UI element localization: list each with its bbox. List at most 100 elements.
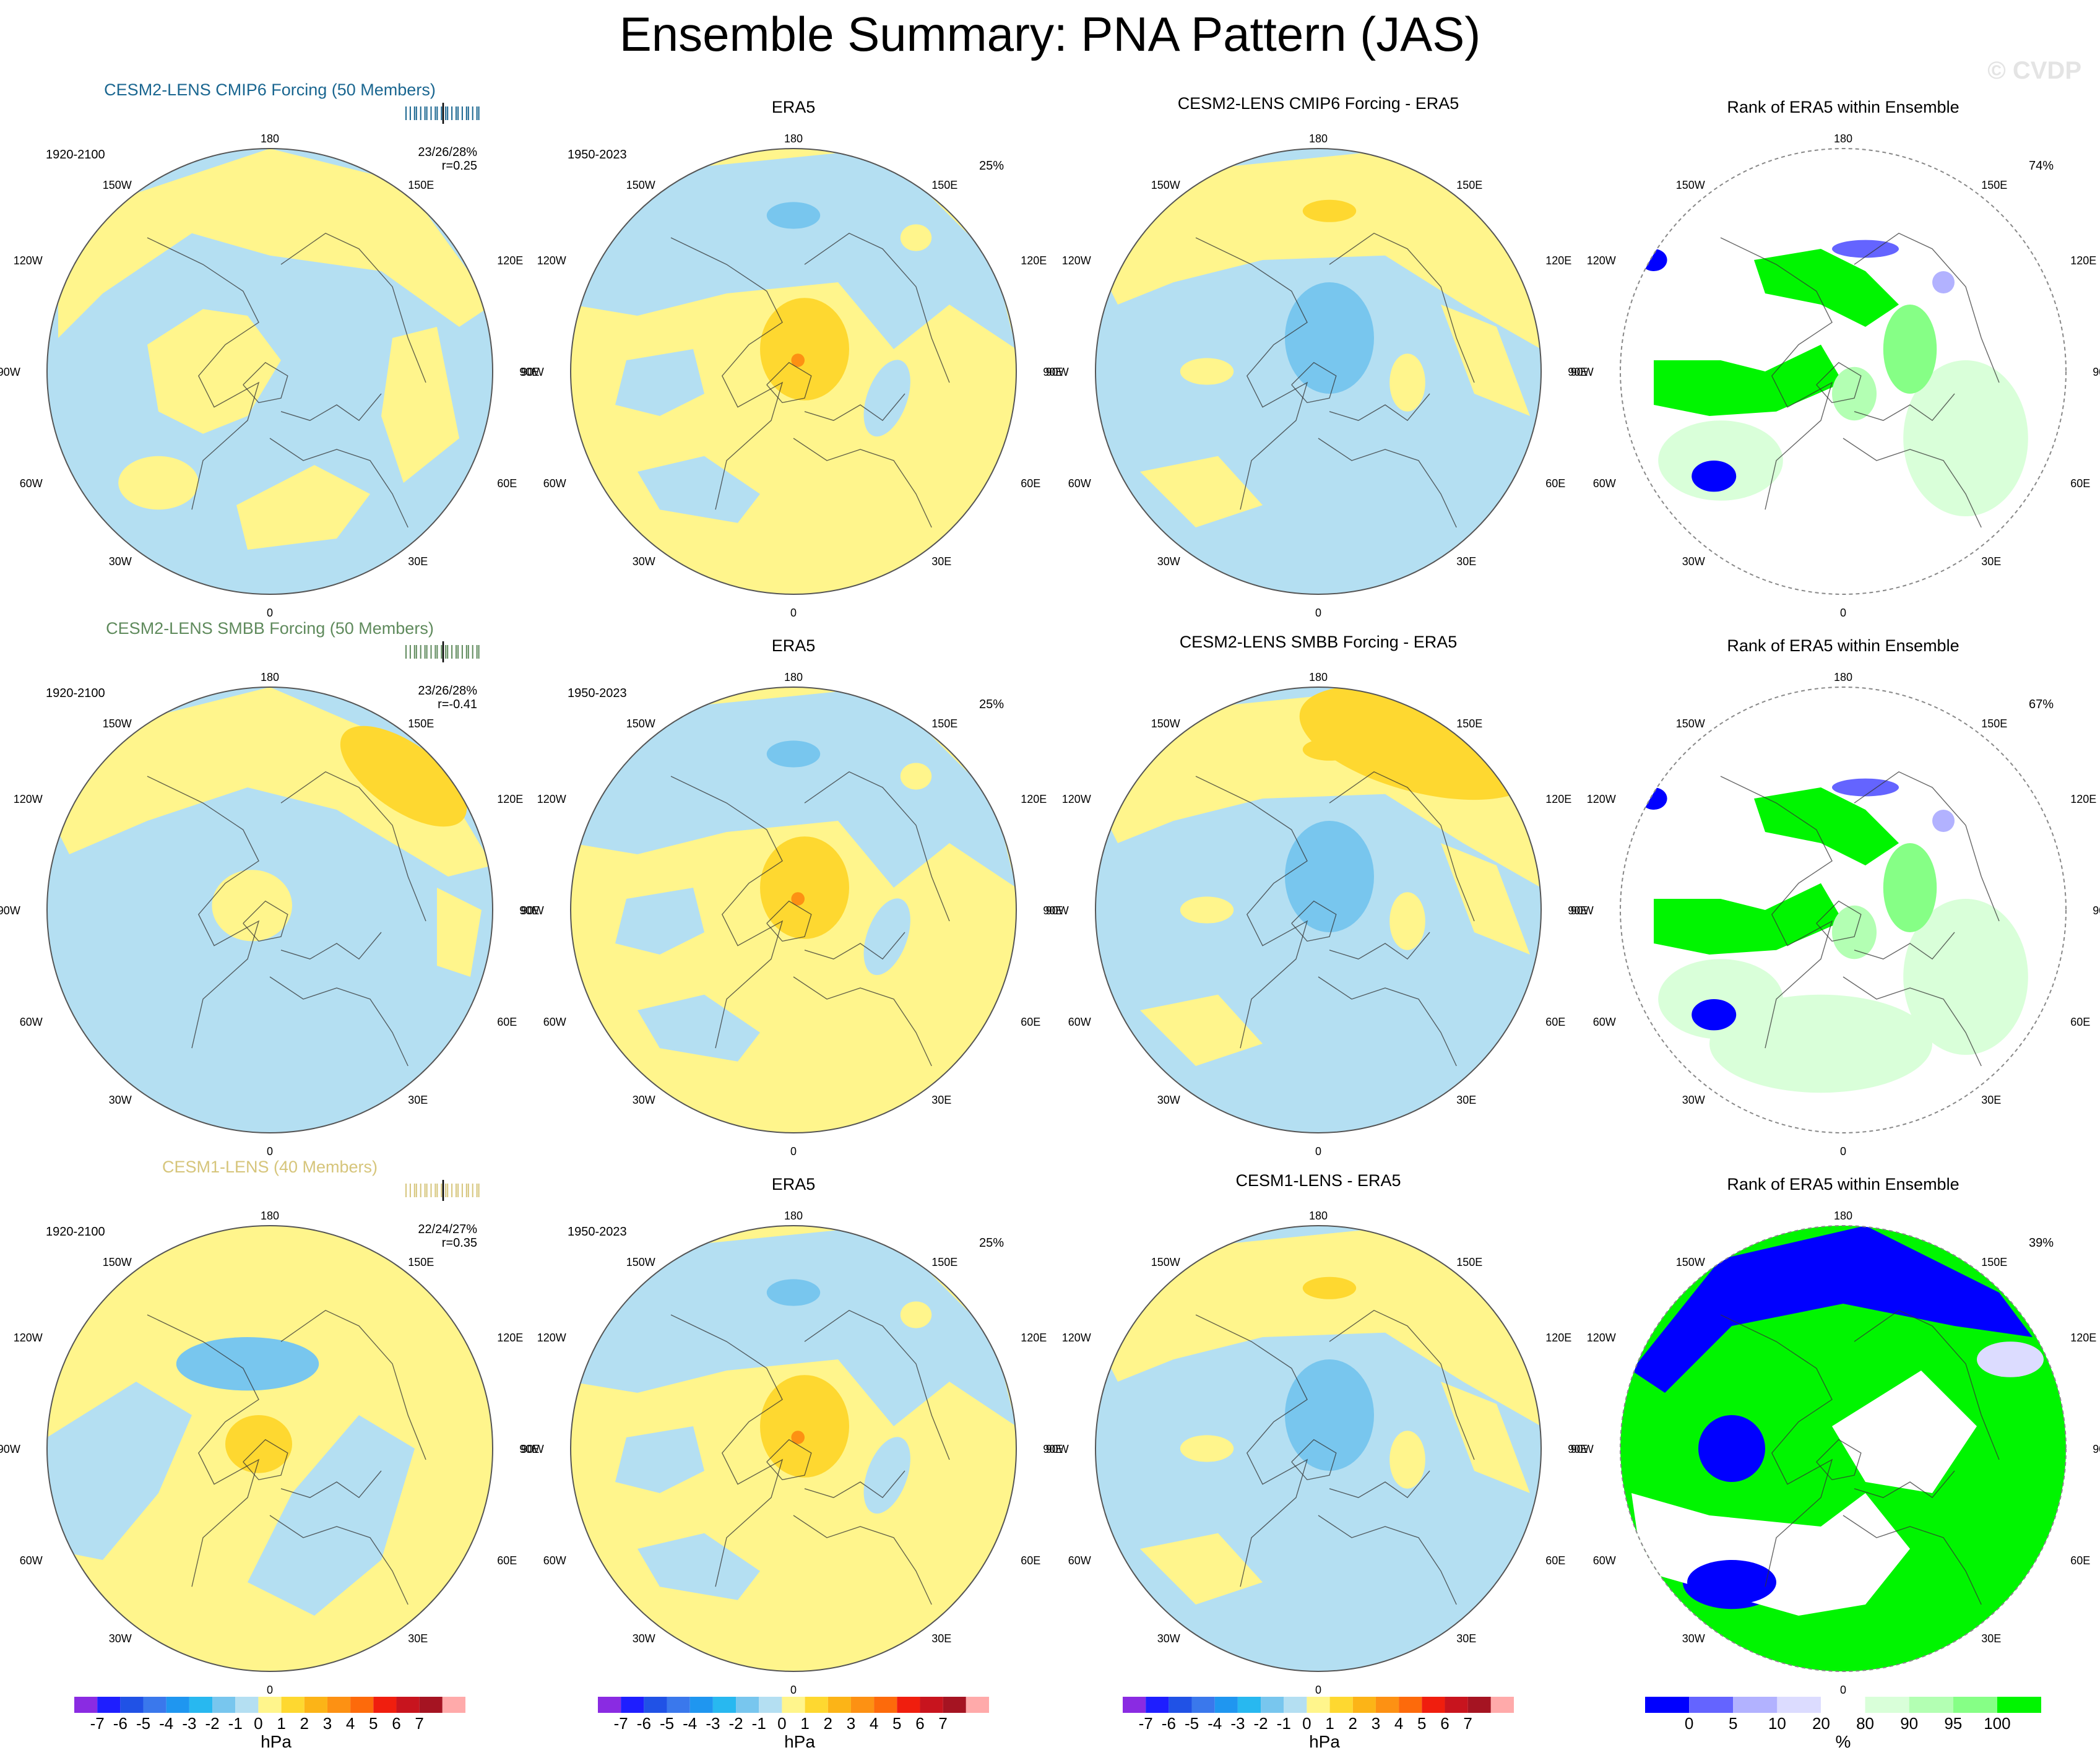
- coastline: [1329, 932, 1430, 960]
- lon-label-left: 60W: [1593, 477, 1616, 490]
- lon-label-left: 150W: [1151, 717, 1180, 730]
- lon-label-left: 150W: [1151, 179, 1180, 191]
- map-border: [46, 148, 493, 595]
- colorbar-tick: 3: [323, 1714, 332, 1733]
- diff-panel-title: CESM2-LENS CMIP6 Forcing - ERA5: [1178, 94, 1459, 113]
- rank-panel-title: Rank of ERA5 within Ensemble: [1727, 1175, 1959, 1193]
- lon-label-bottom: 0: [267, 1145, 273, 1158]
- lon-label-left: 150W: [626, 1256, 655, 1268]
- panel-obs-row3: 180 0 150W 120W 90W 60W 30W 150E 120E 90E 60E 30E ER…: [521, 1175, 1063, 1696]
- colorbar-tick: 5: [1417, 1714, 1426, 1733]
- coastline: [147, 776, 260, 1049]
- lon-label-right: 150E: [1981, 179, 2007, 191]
- map-border: [1620, 1225, 2067, 1672]
- lon-label-left: 120W: [1062, 793, 1091, 805]
- coastline: [1291, 900, 1337, 942]
- lon-label-bottom: 0: [790, 607, 797, 619]
- lon-label-right: 60E: [1545, 477, 1565, 490]
- lon-label-left: 60W: [20, 477, 43, 490]
- positive-core: [1302, 1276, 1357, 1299]
- colorbar-tick: -7: [614, 1714, 628, 1733]
- lon-label-right: 60E: [2070, 477, 2090, 490]
- lon-label-left: 30W: [109, 555, 132, 568]
- positive-core: [225, 1415, 292, 1473]
- panel-obs-row1: 180 0 150W 120W 90W 60W 30W 150E 120E 90E 60E 30E ER…: [521, 98, 1063, 619]
- coastline: [804, 232, 950, 383]
- lon-label-right: 60E: [1545, 1554, 1565, 1567]
- coastline: [1854, 771, 2000, 922]
- lon-label-right: 90E: [1568, 904, 1588, 917]
- coastline: [280, 1309, 426, 1460]
- colorbar-swatch: [281, 1697, 305, 1713]
- obs-variance-pct: 25%: [979, 1236, 1004, 1250]
- model-period: 1920-2100: [46, 687, 105, 700]
- lon-label-left: 120W: [537, 254, 566, 267]
- lon-label-right: 60E: [1545, 1016, 1565, 1028]
- lon-label-right: 30E: [408, 1632, 428, 1645]
- lon-label-right: 60E: [2070, 1554, 2090, 1567]
- coastline: [1843, 976, 1982, 1067]
- diff-panel-title: CESM2-LENS SMBB Forcing - ERA5: [1180, 633, 1458, 651]
- lon-label-right: 30E: [1456, 555, 1476, 568]
- colorbar-swatch: [782, 1697, 805, 1713]
- colorbar-swatch: [621, 1697, 644, 1713]
- lon-label-top: 180: [1834, 1210, 1852, 1222]
- colorbar-swatch: [419, 1697, 443, 1713]
- lon-label-right: 60E: [1021, 1554, 1040, 1567]
- lon-label-bottom: 0: [790, 1684, 797, 1696]
- positive-region: [1180, 1435, 1234, 1462]
- colorbar-tick: -6: [1162, 1714, 1176, 1733]
- coastline: [1318, 976, 1457, 1067]
- rank-high-region: [1903, 360, 2028, 516]
- lon-label-right: 120E: [1021, 793, 1047, 805]
- lon-label-left: 90W: [1046, 1443, 1069, 1455]
- lon-label-right: 120E: [497, 793, 523, 805]
- lon-label-top: 180: [1309, 132, 1328, 145]
- lon-label-top: 180: [1834, 671, 1852, 683]
- colorbar-tick: -5: [1185, 1714, 1199, 1733]
- coastline: [1720, 776, 1833, 1049]
- lon-label-left: 120W: [1587, 254, 1616, 267]
- positive-core: [760, 1375, 849, 1478]
- field-layer: [47, 1226, 493, 1671]
- colorbar-swatch: [1261, 1697, 1284, 1713]
- lon-label-left: 90W: [1571, 366, 1594, 378]
- hpa-colorbar-3: -7 -6 -5 -4 -3 -2 -1 0 1 2 3 4 5 6 7 hPa: [1123, 1697, 1514, 1751]
- negative-core: [1285, 1359, 1374, 1471]
- hpa-colorbar-2: -7 -6 -5 -4 -3 -2 -1 0 1 2 3 4 5 6 7 hPa: [598, 1697, 989, 1751]
- negative-region: [248, 1415, 415, 1616]
- coastline: [1816, 1439, 1862, 1481]
- lon-label-right: 90E: [519, 366, 539, 378]
- positive-core: [340, 726, 467, 827]
- coastline: [1329, 1309, 1475, 1460]
- colorbar-swatch: [396, 1697, 420, 1713]
- coastline: [1329, 1470, 1430, 1499]
- colorbar-tick: 10: [1768, 1714, 1786, 1733]
- coastline: [1854, 1309, 2000, 1460]
- coastline: [1329, 771, 1475, 922]
- lon-label-right: 30E: [931, 1094, 951, 1106]
- negative-region: [615, 888, 704, 955]
- rank-low-region: [1692, 999, 1737, 1031]
- lon-label-right: 30E: [1981, 1094, 2001, 1106]
- colorbar-swatch: [1284, 1697, 1307, 1713]
- lon-label-left: 150W: [103, 717, 132, 730]
- colorbar-tick: 4: [346, 1714, 355, 1733]
- colorbar-tick: 90: [1900, 1714, 1918, 1733]
- lon-label-left: 60W: [1068, 1554, 1091, 1567]
- colorbar-swatch: [897, 1697, 920, 1713]
- lon-label-left: 60W: [543, 1016, 566, 1028]
- lon-label-bottom: 0: [1840, 1145, 1846, 1158]
- coastline: [1843, 438, 1982, 528]
- colorbar-tick: -4: [1208, 1714, 1222, 1733]
- coastline: [1843, 1515, 1982, 1605]
- colorbar-swatch: [74, 1697, 98, 1713]
- cvdp-watermark: © CVDP: [1987, 57, 2081, 84]
- coastline: [793, 976, 932, 1067]
- panel-model-row1: 180 0 150W 120W 90W 60W 30W 150E 120E 90E 60E 30E CE…: [0, 80, 539, 619]
- panel-obs-row2: 180 0 150W 120W 90W 60W 30W 150E 120E 90E 60E 30E ER…: [521, 636, 1063, 1158]
- rank-high-region: [1903, 899, 2028, 1055]
- colorbar-tick: 0: [1302, 1714, 1311, 1733]
- lon-label-right: 90E: [519, 1443, 539, 1455]
- rank-low-region: [1932, 271, 1955, 293]
